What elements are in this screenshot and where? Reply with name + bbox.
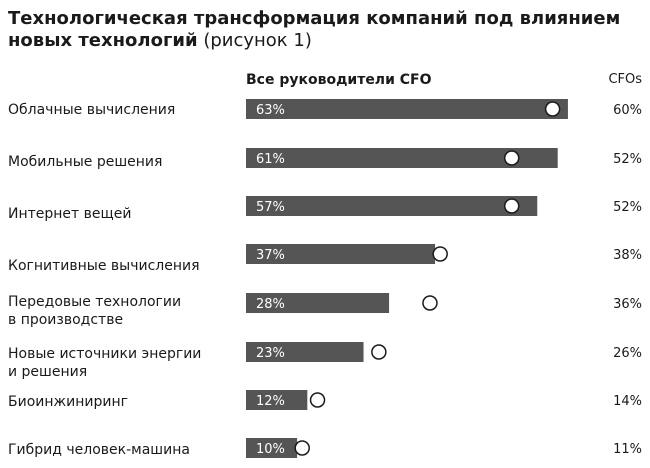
category-label-line: Новые источники энергии [8, 346, 201, 362]
category-label: Передовые технологии в производстве [8, 294, 181, 328]
category-label-line: Мобильные решения [8, 154, 162, 170]
category-label-line: и решения [8, 364, 87, 380]
bar-value-label: 63% [256, 103, 285, 118]
category-label: Когнитивные вычисления [8, 258, 200, 274]
category-label: Гибрид человек-машина [8, 442, 190, 458]
bar-value-label: 37% [256, 248, 285, 263]
category-label-line: Когнитивные вычисления [8, 258, 200, 274]
cfo-marker [503, 150, 520, 166]
bar-all-leaders [246, 244, 436, 264]
category-label-line: Биоинжиниринг [8, 394, 128, 410]
cfo-value-label: 26% [613, 346, 642, 361]
category-label-line: в производстве [8, 312, 123, 328]
cfo-value-label: 52% [613, 200, 642, 215]
bar-all-leaders [246, 438, 298, 458]
bar-value-label: 23% [256, 346, 285, 361]
chart-title-figure-ref: (рисунок 1) [197, 30, 312, 51]
bar-all-leaders [246, 99, 568, 119]
category-label-line: Гибрид человек-машина [8, 442, 190, 458]
bar-value-label: 12% [256, 394, 285, 409]
bar-all-leaders [246, 390, 308, 410]
bar-all-leaders [246, 196, 538, 216]
cfo-marker [309, 392, 326, 408]
cfo-marker [503, 198, 520, 214]
cfo-value-label: 14% [613, 394, 642, 409]
category-label: Интернет вещей [8, 206, 131, 222]
legend-cfos: CFOs [608, 72, 642, 87]
cfo-value-label: 38% [613, 248, 642, 263]
category-label: Мобильные решения [8, 154, 162, 170]
category-label: Облачные вычисления [8, 102, 175, 118]
cfo-marker [544, 101, 561, 117]
bar-value-label: 28% [256, 297, 285, 312]
cfo-value-label: 60% [613, 103, 642, 118]
bar-all-leaders [246, 342, 364, 362]
cfo-value-label: 52% [613, 152, 642, 167]
category-label-line: Облачные вычисления [8, 102, 175, 118]
bar-all-leaders [246, 293, 390, 313]
cfo-marker [432, 246, 448, 262]
cfo-marker [294, 440, 310, 456]
category-label: Биоинжиниринг [8, 394, 128, 410]
category-label-line: Интернет вещей [8, 206, 131, 222]
category-label: Новые источники энергии и решения [8, 346, 201, 380]
bar-value-label: 61% [256, 152, 285, 167]
cfo-value-label: 36% [613, 297, 642, 312]
legend-all-leaders: Все руководители CFO [246, 72, 432, 88]
bar-value-label: 57% [256, 200, 285, 215]
cfo-marker [422, 295, 438, 311]
bar-all-leaders [246, 148, 558, 168]
bar-value-label: 10% [256, 442, 285, 457]
category-label-line: Передовые технологии [8, 294, 181, 310]
cfo-value-label: 11% [613, 442, 642, 457]
chart-title-bold: Технологическая трансформация компаний п… [8, 8, 621, 51]
chart-title: Технологическая трансформация компаний п… [8, 8, 638, 52]
cfo-marker [371, 344, 387, 360]
